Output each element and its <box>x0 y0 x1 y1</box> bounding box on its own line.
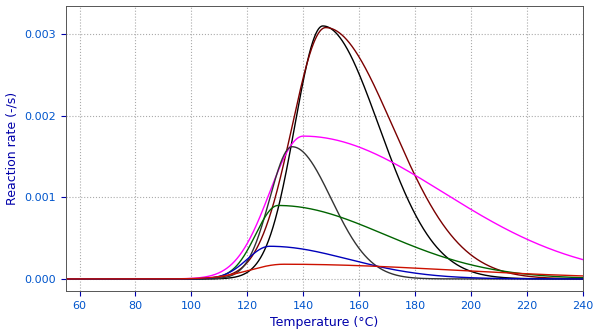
X-axis label: Temperature (°C): Temperature (°C) <box>270 317 379 329</box>
Y-axis label: Reaction rate (-/s): Reaction rate (-/s) <box>5 92 19 205</box>
